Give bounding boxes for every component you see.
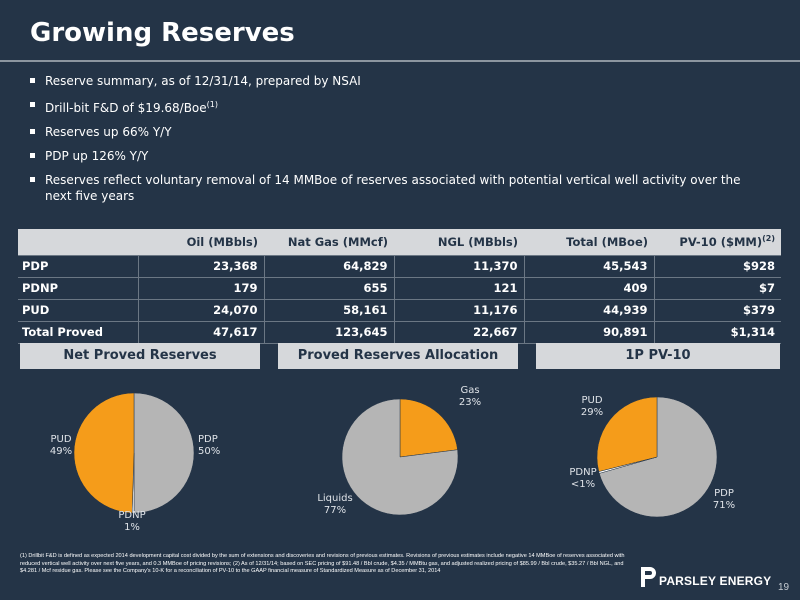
table-cell: 58,161 bbox=[263, 298, 394, 321]
table-cell: 22,667 bbox=[393, 320, 524, 344]
table-cell: $379 bbox=[653, 298, 781, 321]
pie-slice-pdp bbox=[598, 396, 718, 518]
table-header-cell: Nat Gas (MMcf) bbox=[264, 229, 394, 255]
pie-label-liquids: Liquids 77% bbox=[317, 493, 353, 516]
table-cell: PUD bbox=[18, 298, 138, 321]
pie-slice-pud bbox=[596, 396, 658, 472]
table-cell: 47,617 bbox=[137, 320, 264, 344]
bullet-item: Reserves up 66% Y/Y bbox=[30, 124, 760, 140]
pie-label-pdnp: PDNP <1% bbox=[569, 467, 597, 490]
table-cell: Total Proved bbox=[18, 320, 138, 344]
chart-header-pv10: 1P PV-10 bbox=[536, 343, 780, 369]
table-cell: 64,829 bbox=[263, 254, 394, 277]
table-row: PDP 23,368 64,829 11,370 45,543 $928 bbox=[18, 254, 781, 277]
pie-slice-pud bbox=[73, 392, 135, 514]
table-header-cell: Oil (MBbls) bbox=[138, 229, 264, 255]
table-cell: PDP bbox=[18, 254, 138, 277]
bullet-item: Drill-bit F&D of $19.68/Boe(1) bbox=[30, 97, 760, 116]
bullet-icon bbox=[30, 102, 35, 107]
table-cell: 11,370 bbox=[393, 254, 524, 277]
page-title: Growing Reserves bbox=[30, 18, 295, 48]
table-cell: 121 bbox=[393, 276, 524, 299]
table-header-row: Oil (MBbls) Nat Gas (MMcf) NGL (MBbls) T… bbox=[18, 229, 781, 255]
bullet-list: Reserve summary, as of 12/31/14, prepare… bbox=[30, 73, 760, 212]
pie-svg bbox=[596, 396, 718, 518]
pie-label-pud: PUD 49% bbox=[49, 434, 73, 457]
bullet-item: Reserve summary, as of 12/31/14, prepare… bbox=[30, 73, 760, 89]
pie-label-pud: PUD 29% bbox=[580, 395, 604, 418]
pie-slice-pdp bbox=[133, 392, 195, 514]
bullet-icon bbox=[30, 78, 35, 83]
footnote: (1) Drillbit F&D is defined as expected … bbox=[20, 553, 625, 575]
table-cell: $1,314 bbox=[653, 320, 781, 344]
pie-label-pdnp: PDNP 1% bbox=[118, 510, 146, 533]
pie-chart-allocation: Gas 23% Liquids 77% bbox=[315, 385, 485, 525]
pie-slice-liquids bbox=[341, 398, 459, 516]
bullet-icon bbox=[30, 177, 35, 182]
table-header-cell bbox=[18, 229, 138, 255]
title-divider bbox=[0, 60, 800, 62]
bullet-item: PDP up 126% Y/Y bbox=[30, 148, 760, 164]
pie-label-gas: Gas 23% bbox=[458, 385, 482, 408]
pie-chart-net-proved: PDP 50% PDNP 1% PUD 49% bbox=[50, 385, 221, 535]
logo-text: PARSLEY ENERGY bbox=[659, 574, 772, 588]
table-cell: 655 bbox=[263, 276, 394, 299]
table-row: PDNP 179 655 121 409 $7 bbox=[18, 276, 781, 299]
pie-svg bbox=[341, 398, 459, 516]
table-cell: $928 bbox=[653, 254, 781, 277]
reserves-table: Oil (MBbls) Nat Gas (MMcf) NGL (MBbls) T… bbox=[18, 229, 781, 344]
table-row: Total Proved 47,617 123,645 22,667 90,89… bbox=[18, 320, 781, 344]
parsley-logo-icon bbox=[641, 567, 656, 587]
page-number: 19 bbox=[778, 582, 790, 593]
pie-chart-pv10: PDP 71% PDNP <1% PUD 29% bbox=[560, 385, 740, 525]
pie-slice-gas bbox=[399, 398, 458, 458]
table-cell: 44,939 bbox=[523, 298, 654, 321]
bullet-item: Reserves reflect voluntary removal of 14… bbox=[30, 172, 760, 204]
pie-label-pdp: PDP 71% bbox=[712, 488, 736, 511]
table-cell: 45,543 bbox=[523, 254, 654, 277]
chart-header-allocation: Proved Reserves Allocation bbox=[278, 343, 518, 369]
table-cell: 23,368 bbox=[137, 254, 264, 277]
table-cell: PDNP bbox=[18, 276, 138, 299]
company-logo: PARSLEY ENERGY bbox=[640, 565, 780, 591]
table-header-cell: Total (MBoe) bbox=[524, 229, 654, 255]
bullet-icon bbox=[30, 153, 35, 158]
table-cell: 123,645 bbox=[263, 320, 394, 344]
chart-header-net-proved: Net Proved Reserves bbox=[20, 343, 260, 369]
table-header-cell: PV-10 ($MM)(2) bbox=[654, 229, 781, 255]
table-cell: 179 bbox=[137, 276, 264, 299]
pie-label-pdp: PDP 50% bbox=[198, 434, 221, 457]
table-row: PUD 24,070 58,161 11,176 44,939 $379 bbox=[18, 298, 781, 321]
pie-svg bbox=[73, 392, 195, 514]
table-cell: $7 bbox=[653, 276, 781, 299]
table-cell: 24,070 bbox=[137, 298, 264, 321]
table-cell: 409 bbox=[523, 276, 654, 299]
table-cell: 90,891 bbox=[523, 320, 654, 344]
bullet-icon bbox=[30, 129, 35, 134]
table-header-cell: NGL (MBbls) bbox=[394, 229, 524, 255]
table-cell: 11,176 bbox=[393, 298, 524, 321]
